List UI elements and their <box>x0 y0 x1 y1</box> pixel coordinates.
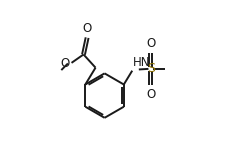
Text: O: O <box>82 22 92 35</box>
Text: HN: HN <box>133 56 150 69</box>
Text: O: O <box>146 88 155 101</box>
Text: O: O <box>146 37 155 50</box>
Text: O: O <box>61 57 70 70</box>
Text: S: S <box>147 62 155 75</box>
